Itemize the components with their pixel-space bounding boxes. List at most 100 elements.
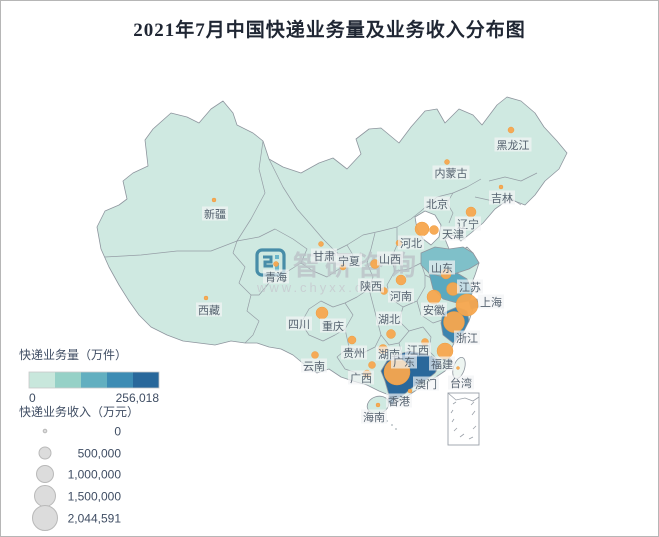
province-label: 云南 [303, 360, 325, 373]
revenue-bubble[interactable] [211, 197, 217, 203]
revenue-bubble[interactable] [414, 221, 430, 237]
province-label: 贵州 [343, 347, 365, 360]
province-label-bg [424, 196, 450, 211]
chart-title: 2021年7月中国快递业务量及业务收入分布图 [133, 20, 526, 41]
volume-legend-title: 快递业务量（万件） [19, 347, 127, 362]
province-label-bg [336, 253, 362, 268]
province-label: 北京 [426, 197, 448, 211]
volume-legend: 快递业务量（万件） 0 256,018 [19, 347, 160, 405]
province-label-bg [432, 165, 470, 180]
province-label-bg [386, 393, 412, 408]
revenue-bubble[interactable] [395, 274, 407, 286]
province-label: 广东 [393, 356, 415, 369]
revenue-bubble[interactable] [368, 361, 376, 369]
province-label: 安徽 [423, 303, 445, 317]
province-label: 山西 [379, 253, 401, 266]
province-label-bg [202, 206, 228, 221]
province-label: 山东 [431, 262, 453, 275]
province-label: 黑龙江 [497, 139, 530, 152]
province-label: 广西 [350, 372, 372, 385]
province-label: 重庆 [322, 319, 344, 333]
revenue-bubble[interactable] [465, 206, 477, 218]
province-label: 甘肃 [313, 250, 335, 263]
province-label-bg [263, 269, 289, 284]
province-label: 江苏 [459, 281, 481, 294]
province-label: 河南 [390, 290, 412, 303]
province-label: 浙江 [456, 332, 478, 345]
province-label: 海南 [363, 410, 385, 424]
province-label: 香港 [388, 395, 410, 408]
province-label: 台湾 [450, 376, 472, 390]
volume-swatch-2 [55, 372, 81, 388]
province-label-bg [413, 376, 439, 391]
province-label-bg [454, 330, 480, 345]
revenue-size-circle [32, 505, 58, 531]
south-china-sea-inset [447, 392, 480, 446]
volume-min-label: 0 [29, 391, 36, 405]
province-label: 澳门 [415, 377, 437, 391]
province-label-bg [429, 260, 455, 275]
province-label: 陕西 [360, 279, 382, 293]
volume-color-bar [29, 372, 159, 388]
province-label: 河北 [400, 237, 422, 250]
revenue-size-label: 0 [114, 425, 121, 439]
province-label-bg [398, 235, 424, 250]
revenue-size-circle [42, 428, 48, 434]
revenue-bubble[interactable] [375, 402, 381, 408]
province-label: 天津 [442, 228, 464, 241]
revenue-bubble[interactable] [429, 225, 439, 235]
revenue-legend-title: 快递业务收入（万元） [19, 404, 139, 419]
province-label-bg [421, 302, 447, 317]
province-label-bg [377, 251, 403, 266]
watermark-url: www.chyxx.com [256, 280, 388, 295]
province-label: 福建 [431, 357, 453, 371]
province-label-bg [320, 318, 346, 333]
province-label: 上海 [480, 295, 502, 309]
revenue-bubble[interactable] [426, 289, 442, 305]
volume-swatch-3 [81, 372, 107, 388]
province-label: 内蒙古 [435, 166, 468, 180]
revenue-size-circle [38, 446, 52, 460]
revenue-size-label: 1,000,000 [68, 468, 122, 482]
province-label-bg [388, 288, 414, 303]
province-label-bg [405, 342, 431, 357]
volume-max-label: 256,018 [116, 391, 160, 405]
province-label: 四川 [288, 319, 310, 331]
province-label-bg [361, 409, 387, 424]
volume-swatch-5 [133, 372, 159, 388]
revenue-bubble[interactable] [444, 159, 450, 165]
revenue-bubble[interactable] [498, 184, 504, 190]
revenue-bubble[interactable] [318, 241, 324, 247]
revenue-bubble[interactable] [507, 126, 515, 134]
revenue-size-rows: 0 500,000 1,000,000 1,500,000 2,044,591 [32, 425, 122, 531]
province-label-bg [478, 294, 504, 309]
islet-dots [386, 420, 397, 430]
revenue-bubble[interactable] [203, 295, 209, 301]
revenue-bubble[interactable] [456, 366, 460, 370]
revenue-size-label: 500,000 [78, 447, 122, 461]
province-label-bg [301, 358, 327, 373]
revenue-bubble[interactable] [347, 335, 357, 345]
revenue-size-circle [36, 465, 54, 483]
revenue-size-circle [34, 485, 56, 507]
province-label-bg [376, 311, 402, 326]
province-label-bg [494, 137, 532, 152]
province-label: 江西 [407, 344, 429, 357]
province-label-bg [358, 278, 384, 293]
province-label-bg [341, 345, 367, 360]
revenue-legend: 快递业务收入（万元） 0 500,000 1,000,000 1,500,000 2,0… [19, 404, 139, 531]
province-label-bg [286, 316, 312, 331]
province-label: 新疆 [204, 207, 226, 221]
revenue-bubble[interactable] [273, 261, 279, 267]
revenue-bubble[interactable] [407, 388, 413, 394]
revenue-bubble[interactable] [311, 351, 319, 359]
revenue-bubble[interactable] [386, 329, 396, 339]
province-label-bg [196, 302, 222, 317]
province-label-bg [348, 370, 374, 385]
province-label: 湖北 [378, 313, 400, 326]
revenue-bubble[interactable] [315, 306, 329, 320]
province-label-bg [440, 226, 466, 241]
province-label-bg [448, 375, 474, 390]
